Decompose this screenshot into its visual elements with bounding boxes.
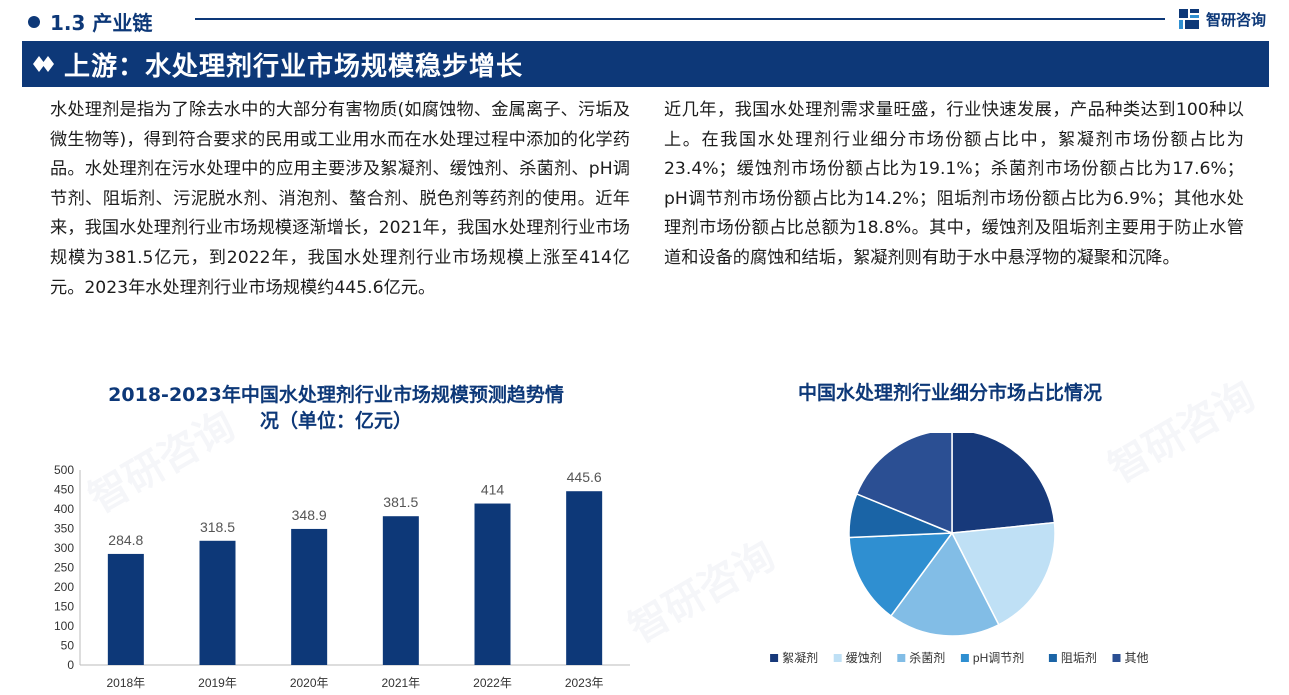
pie-slice: [855, 433, 953, 535]
y-tick-label: 450: [54, 483, 74, 497]
pie-slice: [951, 433, 1056, 534]
x-tick-label: 2020年: [290, 676, 329, 690]
brand-logo-icon: [1179, 9, 1199, 29]
title-banner: 上游：水处理剂行业市场规模稳步增长: [22, 41, 1269, 87]
legend-swatch: [1112, 654, 1121, 662]
legend-swatch: [897, 654, 906, 662]
y-tick-label: 0: [67, 658, 74, 672]
section-title: 1.3 产业链: [50, 11, 153, 35]
y-tick-label: 150: [54, 600, 74, 614]
section-label: 1.3 产业链: [28, 7, 152, 36]
intro-paragraph: 水处理剂是指为了除去水中的大部分有害物质(如腐蚀物、金属离子、污垢及微生物等)，…: [50, 100, 630, 298]
bar-value-label: 284.8: [108, 532, 143, 548]
legend-label: 絮凝剂: [782, 650, 818, 665]
bullet-dot-icon: [28, 15, 40, 28]
x-tick-label: 2021年: [381, 676, 420, 690]
bar-value-label: 348.9: [292, 507, 327, 523]
bar: [382, 516, 419, 665]
bar-chart-title: 2018-2023年中国水处理剂行业市场规模预测趋势情况（单位：亿元）: [108, 384, 564, 432]
page-title: 上游：水处理剂行业市场规模稳步增长: [64, 51, 524, 82]
x-tick-label: 2018年: [106, 676, 145, 690]
brand: 智研咨询: [1178, 8, 1266, 30]
legend-swatch: [833, 654, 842, 662]
pie-slice: [889, 531, 1000, 637]
bar-value-label: 414: [481, 482, 505, 498]
y-tick-label: 50: [61, 639, 75, 653]
pie-chart-title: 中国水处理剂行业细分市场占比情况: [797, 382, 1102, 404]
top-header: 1.3 产业链 智研咨询: [0, 0, 1289, 40]
legend-label: 其他: [1125, 651, 1149, 665]
bar: [107, 553, 144, 665]
header-divider: [195, 18, 1165, 20]
brand-name: 智研咨询: [1206, 10, 1267, 29]
y-tick-label: 400: [54, 502, 74, 516]
legend-label: pH调节剂: [973, 650, 1024, 665]
legend-label: 缓蚀剂: [846, 650, 882, 665]
bar: [566, 491, 603, 665]
x-tick-label: 2022年: [473, 676, 512, 690]
double-diamond-icon: [33, 56, 54, 72]
bar: [291, 528, 328, 665]
pie-slice: [848, 532, 954, 617]
bar: [199, 540, 236, 665]
legend-swatch: [960, 654, 969, 662]
bar-chart: 0 50 100 150 200 250 300 350 400 450 500 284.8 2018年…: [54, 463, 630, 690]
y-tick-label: 350: [54, 522, 74, 536]
legend-swatch: [1048, 654, 1057, 662]
pie-chart: 絮凝剂 缓蚀剂 杀菌剂 pH调节剂 阻垢剂 其他: [770, 433, 1149, 665]
y-tick-label: 500: [54, 463, 74, 477]
bar: [474, 503, 511, 665]
y-tick-label: 100: [54, 619, 74, 633]
y-tick-label: 300: [54, 541, 74, 555]
bar-value-label: 381.5: [383, 494, 418, 510]
legend-label: 阻垢剂: [1061, 650, 1097, 665]
y-tick-label: 200: [54, 580, 74, 594]
pie-slice: [950, 521, 1056, 626]
bar-value-label: 318.5: [200, 519, 235, 535]
bar-value-label: 445.6: [567, 469, 602, 485]
market-share-paragraph: 近几年，我国水处理剂需求量旺盛，行业快速发展，产品种类达到100种以上。在我国水…: [664, 100, 1244, 268]
legend-swatch: [770, 654, 779, 662]
x-tick-label: 2019年: [198, 676, 237, 690]
y-tick-label: 250: [54, 561, 74, 575]
legend-label: 杀菌剂: [909, 650, 945, 665]
x-tick-label: 2023年: [565, 676, 604, 690]
